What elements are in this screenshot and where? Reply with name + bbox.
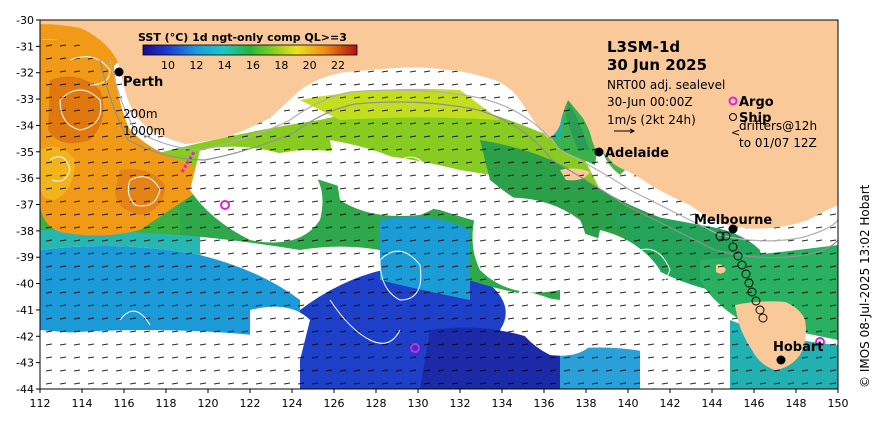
current-scale-label: 1m/s (2kt 24h) — [607, 113, 696, 127]
colorbar-tick-label: 18 — [274, 59, 288, 72]
lon-tick-label: 122 — [240, 397, 261, 410]
lat-tick-label: -33 — [16, 93, 34, 106]
colorbar-tick-label: 12 — [189, 59, 203, 72]
argo-legend-icon — [728, 96, 738, 106]
lon-tick-label: 142 — [660, 397, 681, 410]
isobath-1000m-label: 1000m — [123, 124, 165, 138]
ship-legend-label: Ship — [739, 111, 771, 126]
lat-tick-label: -34 — [16, 119, 34, 132]
lat-tick-label: -32 — [16, 67, 34, 80]
latitude-axis: -30 -31 -32 -33 -34 -35 -36 -37 -38 -39 -40 -41 -42 -… — [16, 14, 40, 396]
lon-tick-label: 146 — [744, 397, 765, 410]
lat-tick-label: -31 — [16, 40, 34, 53]
lon-tick-label: 144 — [702, 397, 723, 410]
lon-tick-label: 126 — [324, 397, 345, 410]
lon-tick-label: 134 — [492, 397, 513, 410]
lat-tick-label: -44 — [16, 383, 34, 396]
product-info: L3SM-1d 30 Jun 2025 NRT00 adj. sealevel … — [607, 38, 725, 134]
lat-tick-label: -41 — [16, 304, 34, 317]
city-marker — [114, 67, 124, 77]
colorbar-gradient — [142, 44, 358, 56]
lon-tick-label: 138 — [576, 397, 597, 410]
lat-tick-label: -42 — [16, 330, 34, 343]
ship-legend-icon — [729, 113, 737, 121]
drifter-legend-icon: < — [731, 126, 740, 139]
drifter-track — [180, 151, 196, 173]
drifter-legend-label-2: to 01/07 12Z — [739, 136, 817, 150]
lon-tick-label: 114 — [72, 397, 93, 410]
drifter-legend-label-1: drifters@12h — [739, 119, 817, 133]
colorbar: SST (°C) 1d ngt-only comp QL>=3 10 12 14 16… — [138, 31, 358, 72]
colorbar-tick-label: 16 — [246, 59, 260, 72]
lon-tick-label: 150 — [828, 397, 849, 410]
lat-tick-label: -36 — [16, 172, 34, 185]
lon-tick-label: 120 — [198, 397, 219, 410]
colorbar-tick-label: 10 — [161, 59, 175, 72]
lon-tick-label: 112 — [30, 397, 51, 410]
colorbar-title: SST (°C) 1d ngt-only comp QL>=3 — [138, 31, 347, 44]
longitude-axis: 112 114 116 118 120 122 124 126 128 130 132 134 136 1… — [30, 389, 849, 410]
lon-tick-label: 130 — [408, 397, 429, 410]
argo-float-marker — [220, 200, 230, 210]
lon-tick-label: 128 — [366, 397, 387, 410]
lon-tick-label: 148 — [786, 397, 807, 410]
time-label: 30-Jun 00:00Z — [607, 95, 693, 109]
lon-tick-label: 140 — [618, 397, 639, 410]
copyright-credit: © IMOS 08-Jul-2025 13:02 Hobart — [858, 184, 872, 388]
product-title: L3SM-1d — [607, 38, 680, 56]
lat-tick-label: -39 — [16, 251, 34, 264]
lat-tick-label: -40 — [16, 278, 34, 291]
city-marker — [776, 355, 786, 365]
city-marker — [594, 147, 604, 157]
argo-float-marker — [410, 343, 420, 353]
observation-legend: Argo Ship < drifters@12h to 01/07 12Z — [728, 95, 817, 150]
city-label: Melbourne — [694, 213, 772, 228]
lon-tick-label: 132 — [450, 397, 471, 410]
product-date: 30 Jun 2025 — [607, 56, 707, 74]
lat-tick-label: -43 — [16, 357, 34, 370]
city-label: Hobart — [773, 340, 824, 355]
wa-coastal-sst — [40, 24, 118, 70]
sealevel-label: NRT00 adj. sealevel — [607, 78, 725, 92]
city-label: Adelaide — [605, 146, 669, 161]
city-hobart: Hobart — [773, 340, 824, 365]
isobath-1000m — [99, 59, 838, 259]
isobath-200m-label: 200m — [123, 107, 158, 121]
lat-tick-label: -38 — [16, 225, 34, 238]
city-melbourne: Melbourne — [694, 213, 772, 234]
argo-legend-label: Argo — [739, 95, 774, 110]
lon-tick-label: 118 — [156, 397, 177, 410]
map-plot-area — [40, 20, 838, 389]
colorbar-tick-label: 20 — [303, 59, 317, 72]
lon-tick-label: 136 — [534, 397, 555, 410]
sealevel-contours — [49, 56, 671, 382]
lat-tick-label: -37 — [16, 199, 34, 212]
lon-tick-label: 116 — [114, 397, 135, 410]
city-marker — [728, 224, 738, 234]
colorbar-tick-label: 22 — [331, 59, 345, 72]
city-label: Perth — [123, 75, 163, 90]
lat-tick-label: -30 — [16, 14, 34, 27]
ship-track — [715, 231, 768, 323]
city-adelaide: Adelaide — [594, 146, 669, 161]
city-perth: Perth — [114, 67, 163, 90]
lat-tick-label: -35 — [16, 146, 34, 159]
isobath-200m — [109, 59, 838, 242]
argo-float-marker — [815, 337, 825, 347]
lon-tick-label: 124 — [282, 397, 303, 410]
colorbar-tick-label: 14 — [218, 59, 232, 72]
